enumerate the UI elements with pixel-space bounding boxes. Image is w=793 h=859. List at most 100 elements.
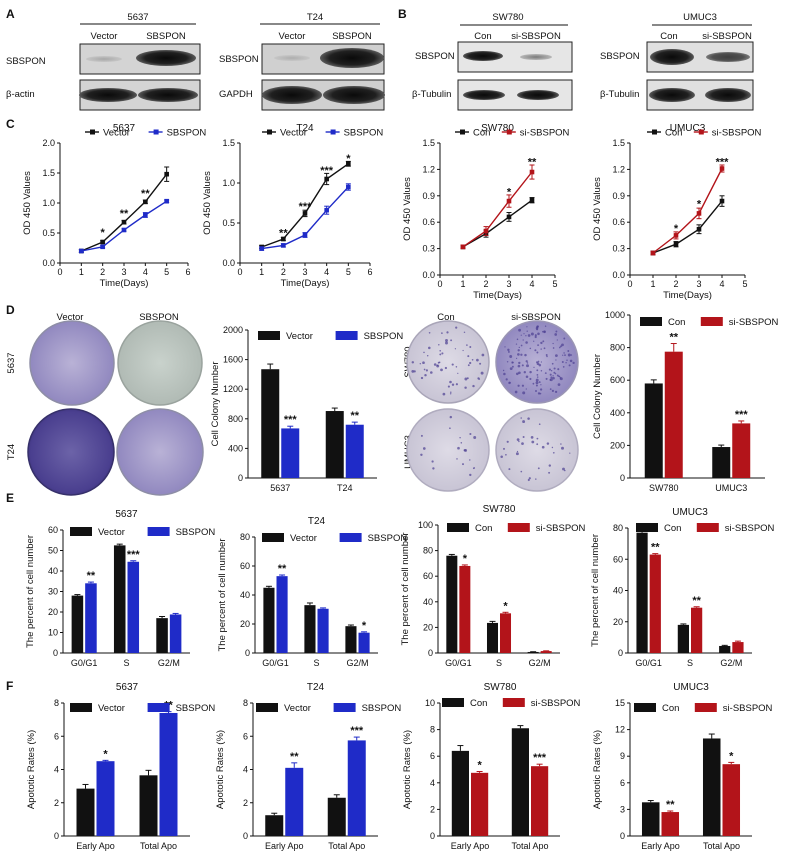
colony-dot [550,376,553,379]
y-tick-label: 1.5 [422,138,435,148]
legend-entry: Con [455,128,490,139]
colony-dot [507,350,510,353]
colony-dot [502,369,505,372]
data-point [696,226,702,232]
colony-dot [449,393,452,395]
colony-dot [540,384,542,386]
colony-dot [522,339,524,341]
bar-sbspon [169,614,182,653]
colony-dot [555,330,558,333]
bar-si-sbspon [732,642,744,653]
colony-dot [563,337,566,340]
y-tick-label: 0.5 [222,218,235,228]
bar-sbspon [85,583,97,653]
bar-con [511,728,529,836]
colony-dot [561,360,564,364]
blot-row-label: SBSPON [219,54,259,65]
x-tick-label: 2 [281,267,286,277]
significance-mark: ** [350,410,359,422]
colony-dot [567,353,571,357]
data-point [143,212,148,218]
colony-dot [426,355,429,357]
significance-mark: ** [666,799,675,811]
panel-letter-d: D [6,303,15,317]
x-tick-label: 0 [437,279,442,289]
colony-dot [504,346,506,348]
data-point [121,227,127,233]
data-point [483,228,489,234]
category-label: 5637 [270,483,290,493]
data-point [673,233,679,238]
colony-dot [541,445,545,449]
legend-entry: Con [640,317,685,328]
data-point [346,184,351,190]
legend-label: Vector [103,128,130,139]
colony-dot [552,342,554,345]
category-label: Total Apo [703,841,740,851]
category-label: S [687,658,693,668]
legend-label: si-SBSPON [520,128,570,139]
legend-entry: si-SBSPON [694,703,773,714]
colony-dot [451,363,454,366]
chart-title: UMUC3 [672,507,708,518]
blot-band [463,51,503,61]
category-label: G0/G1 [71,658,98,668]
y-tick-label: 1.5 [612,138,625,148]
plate-col-label: si-SBSPON [511,312,561,323]
colony-dot [539,388,543,391]
colony-dot [514,390,518,394]
colony-dot [537,360,540,363]
colony-dot [509,355,513,358]
colony-dot [442,392,446,396]
y-tick-label: 10 [48,628,58,638]
panel-letter-b: B [398,7,407,21]
colony-dot [518,328,521,332]
y-tick-label: 0.6 [612,217,625,227]
bar-sbspon [159,712,178,836]
plate-row-label: 5637 [6,352,17,373]
data-point [100,239,105,245]
blot-band [79,88,137,102]
colony-dot [507,348,510,352]
legend-swatch [447,523,469,532]
legend-swatch [636,523,658,532]
blot-lane-label: SBSPON [332,31,372,42]
colony-dot [551,362,554,365]
blot-lane-label: SBSPON [146,31,186,42]
bar-con [702,738,721,836]
colony-dot [556,339,558,341]
y-axis-label: Cell Colony Number [592,354,603,439]
significance-mark: ** [651,542,660,554]
plate-row-label: T24 [6,444,17,460]
panel-letter-a: A [6,7,15,21]
colony-dot [572,361,575,365]
colony-dot [525,375,529,378]
y-tick-label: 400 [610,408,625,418]
series-si-sbspon [650,164,725,256]
significance-mark: * [346,153,351,165]
western-blot-t24: T24 Vector SBSPON SBSPON GAPDH [219,12,385,111]
colony-plate [29,320,115,406]
colony-dot [437,361,440,364]
colony-dot [464,386,467,389]
colony-dot [526,326,528,328]
colony-dot [535,361,539,364]
y-tick-label: 2.0 [42,138,55,148]
legend-label: Con [473,128,490,139]
blot-lane-label: Con [660,31,677,42]
colony-dot [546,355,548,358]
colony-dot [467,364,470,367]
colony-dot [548,471,551,474]
category-label: UMUC3 [715,483,747,493]
y-tick-label: 40 [613,586,623,596]
bar-con [677,624,689,653]
colony-dot [549,388,552,390]
colony-dot [535,384,538,387]
legend-entry: SBSPON [147,703,215,714]
colony-dot [537,392,541,395]
significance-mark: * [507,186,512,198]
legend-swatch [634,703,656,712]
colony-dot [568,364,571,367]
bar-con [486,622,498,653]
legend-entry: SBSPON [333,703,401,714]
